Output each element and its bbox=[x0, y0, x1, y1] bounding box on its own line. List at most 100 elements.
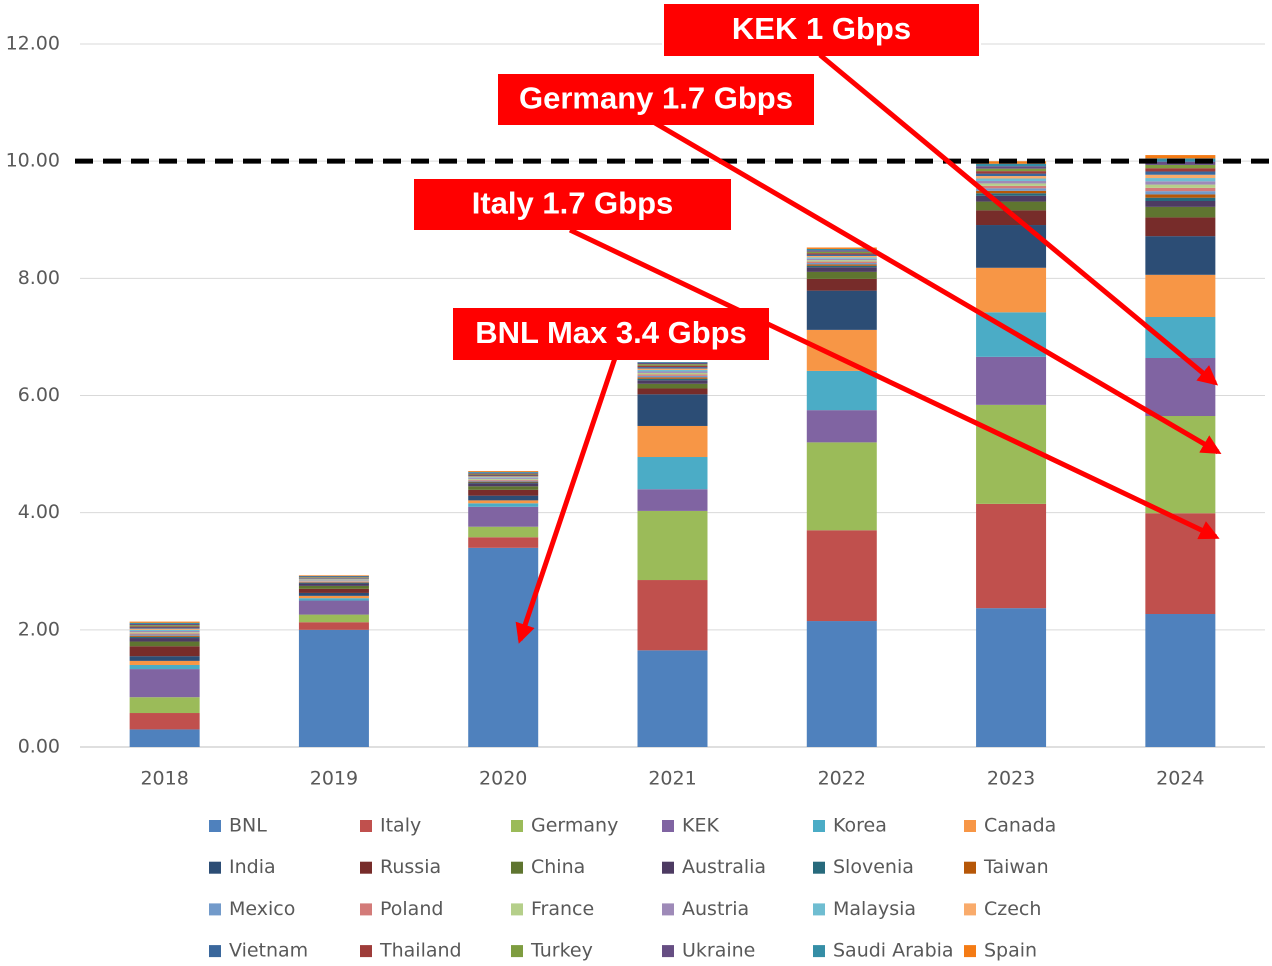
bar-segment bbox=[806, 271, 877, 279]
bar-segment bbox=[298, 588, 369, 593]
legend-swatch bbox=[964, 861, 976, 874]
annotation-arrow bbox=[515, 357, 618, 644]
bar-segment bbox=[129, 660, 200, 665]
legend-label: Thailand bbox=[379, 940, 462, 962]
bar-segment bbox=[468, 476, 539, 478]
legend-label: Italy bbox=[380, 815, 421, 837]
bar-segment bbox=[976, 178, 1047, 181]
bar-segment bbox=[1145, 187, 1216, 192]
bar-segment bbox=[468, 503, 539, 507]
legend-label: Spain bbox=[984, 940, 1037, 962]
bar-segment bbox=[806, 257, 877, 259]
bar-segment bbox=[637, 368, 708, 371]
bar-segment bbox=[129, 641, 200, 647]
bar-segment bbox=[976, 163, 1047, 167]
x-tick-label: 2021 bbox=[648, 768, 696, 790]
bar-segment bbox=[129, 621, 200, 623]
bar-segment bbox=[806, 370, 877, 411]
bar-segment bbox=[1145, 178, 1216, 182]
legend-swatch bbox=[662, 945, 674, 958]
bar-segment bbox=[1145, 206, 1216, 218]
legend-label: Vietnam bbox=[229, 940, 308, 962]
legend-swatch bbox=[209, 903, 221, 916]
bar-segment bbox=[298, 581, 369, 582]
x-tick-label: 2023 bbox=[987, 768, 1035, 790]
legend-label: Australia bbox=[682, 856, 766, 878]
annotation-arrow bbox=[568, 227, 1220, 540]
bar-segment bbox=[637, 372, 708, 375]
bar-segment bbox=[637, 371, 708, 373]
x-tick-label: 2020 bbox=[479, 768, 527, 790]
legend-label: Saudi Arabia bbox=[833, 940, 954, 962]
bar-segment bbox=[468, 479, 539, 481]
bar-segment bbox=[637, 580, 708, 651]
legend-label: Malaysia bbox=[833, 898, 916, 920]
bar-segment bbox=[1145, 614, 1216, 747]
legend-label: Turkey bbox=[530, 940, 593, 962]
bar-segment bbox=[976, 190, 1047, 194]
bar-segment bbox=[129, 697, 200, 714]
bar-segment bbox=[637, 365, 708, 368]
legend-swatch bbox=[511, 861, 523, 874]
bar-segment bbox=[637, 383, 708, 389]
bar-segment bbox=[129, 669, 200, 698]
bar-segment bbox=[806, 442, 877, 531]
bar-segment bbox=[468, 471, 539, 472]
bar-segment bbox=[637, 362, 708, 365]
bar-segment bbox=[806, 253, 877, 255]
bar-segment bbox=[129, 635, 200, 637]
bar-segment bbox=[1145, 171, 1216, 175]
bar-segment bbox=[637, 378, 708, 381]
legend-label: Czech bbox=[984, 898, 1041, 920]
bar-segment bbox=[806, 250, 877, 252]
bar-segment bbox=[129, 628, 200, 630]
bar-segment bbox=[637, 388, 708, 395]
y-tick-label: 6.00 bbox=[18, 384, 60, 406]
legend-label: China bbox=[531, 856, 585, 878]
bar-segment bbox=[976, 210, 1047, 226]
bar-segment bbox=[637, 489, 708, 511]
bar-segment bbox=[298, 580, 369, 582]
bar-segment bbox=[1145, 217, 1216, 237]
legend-swatch bbox=[813, 945, 825, 958]
bar-segment bbox=[1145, 174, 1216, 179]
bar-segment bbox=[976, 195, 1047, 202]
bar-segment bbox=[806, 265, 877, 268]
annotation-text: KEK 1 Gbps bbox=[732, 11, 911, 46]
bar-segment bbox=[806, 258, 877, 261]
legend-label: Russia bbox=[380, 856, 441, 878]
bar-segment bbox=[637, 377, 708, 379]
bar-segment bbox=[806, 290, 877, 330]
bar-segment bbox=[1145, 194, 1216, 198]
bar-segment bbox=[1145, 197, 1216, 202]
legend-label: Canada bbox=[984, 815, 1056, 837]
bar-segment bbox=[806, 410, 877, 443]
bar-segment bbox=[129, 634, 200, 636]
bar-segment bbox=[129, 629, 200, 632]
bar-segment bbox=[129, 625, 200, 627]
bar-segment bbox=[298, 577, 369, 579]
legend-label: Mexico bbox=[229, 898, 295, 920]
bar-segment bbox=[468, 506, 539, 527]
legend-swatch bbox=[209, 945, 221, 958]
legend-swatch bbox=[360, 820, 372, 832]
bar-segment bbox=[1145, 513, 1216, 615]
bar-segment bbox=[976, 185, 1047, 189]
bar-segment bbox=[976, 356, 1047, 405]
legend-swatch bbox=[662, 861, 674, 874]
annotation-arrow bbox=[818, 53, 1219, 386]
bar-segment bbox=[976, 173, 1047, 177]
bar-segment bbox=[298, 583, 369, 586]
bar-segment bbox=[806, 255, 877, 258]
bar-segment bbox=[976, 201, 1047, 211]
bar-segment bbox=[976, 193, 1047, 196]
bar-segment bbox=[298, 585, 369, 589]
bar-segment bbox=[298, 578, 369, 580]
bar-segment bbox=[129, 623, 200, 626]
bar-segment bbox=[298, 581, 369, 583]
bar-segment bbox=[298, 598, 369, 601]
bar-segment bbox=[637, 367, 708, 369]
bar-segment bbox=[298, 578, 369, 579]
bar-segment bbox=[806, 247, 877, 249]
bar-segment bbox=[298, 575, 369, 576]
